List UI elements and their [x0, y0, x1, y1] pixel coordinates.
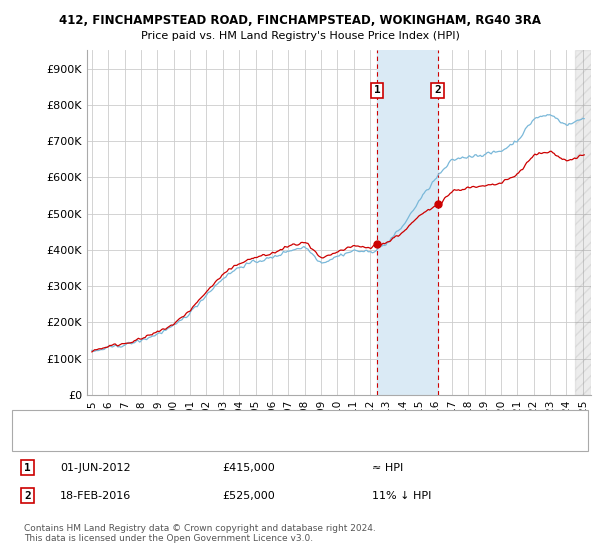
Text: 18-FEB-2016: 18-FEB-2016 [60, 491, 131, 501]
Text: £415,000: £415,000 [222, 463, 275, 473]
Text: 412, FINCHAMPSTEAD ROAD, FINCHAMPSTEAD, WOKINGHAM, RG40 3RA: 412, FINCHAMPSTEAD ROAD, FINCHAMPSTEAD, … [59, 14, 541, 27]
Text: 11% ↓ HPI: 11% ↓ HPI [372, 491, 431, 501]
Bar [377, 50, 437, 395]
Text: Contains HM Land Registry data © Crown copyright and database right 2024.
This d: Contains HM Land Registry data © Crown c… [24, 524, 376, 543]
Text: ≈ HPI: ≈ HPI [372, 463, 403, 473]
Text: 2: 2 [24, 491, 31, 501]
Text: £525,000: £525,000 [222, 491, 275, 501]
Text: —: — [24, 408, 40, 423]
Text: —: — [24, 430, 40, 444]
Text: 1: 1 [374, 85, 380, 95]
Text: 01-JUN-2012: 01-JUN-2012 [60, 463, 131, 473]
Text: 1: 1 [24, 463, 31, 473]
Text: 2: 2 [434, 85, 441, 95]
Bar [575, 50, 591, 395]
Text: 412, FINCHAMPSTEAD ROAD, FINCHAMPSTEAD, WOKINGHAM, RG40 3RA (detached hous: 412, FINCHAMPSTEAD ROAD, FINCHAMPSTEAD, … [48, 410, 482, 421]
Text: Price paid vs. HM Land Registry's House Price Index (HPI): Price paid vs. HM Land Registry's House … [140, 31, 460, 41]
Text: HPI: Average price, detached house, Wokingham: HPI: Average price, detached house, Woki… [48, 432, 286, 442]
